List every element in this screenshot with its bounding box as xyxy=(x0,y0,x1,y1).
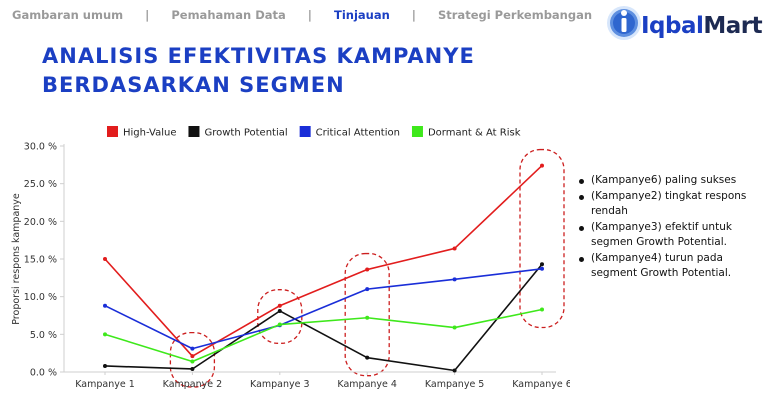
highlight-oval xyxy=(169,331,216,388)
series-line xyxy=(104,263,543,372)
insight-item: (Kampanye2) tingkat respons rendah xyxy=(578,189,760,220)
nav-item-review[interactable]: Tinjauan xyxy=(333,8,390,22)
brand-name: IqbalMart xyxy=(641,13,763,39)
data-point xyxy=(540,262,544,267)
data-point xyxy=(452,325,457,330)
data-point xyxy=(190,354,195,359)
highlight-oval xyxy=(519,148,565,329)
legend-label: Dormant & At Risk xyxy=(428,128,521,139)
data-point xyxy=(190,366,195,371)
series-line xyxy=(104,165,543,357)
series-line xyxy=(104,308,543,363)
insight-item: (Kampanye3) efektif untuk segmen Growth … xyxy=(578,220,760,251)
nav-separator: | xyxy=(307,8,312,22)
data-point xyxy=(540,163,544,168)
data-point xyxy=(452,246,457,251)
data-point xyxy=(190,346,195,351)
legend-swatch xyxy=(411,126,423,137)
page-title-line-1: ANALISIS EFEKTIVITAS KAMPANYE xyxy=(42,44,475,68)
legend-swatch xyxy=(188,126,200,137)
data-point xyxy=(365,315,370,320)
x-tick-label: Kampanye 3 xyxy=(250,379,310,390)
chart-series xyxy=(103,163,544,373)
data-point xyxy=(190,359,195,364)
page-title-line-2: BERDASARKAN SEGMEN xyxy=(42,73,345,97)
brand-logo: IqbalMart xyxy=(603,0,766,50)
series-line xyxy=(104,267,543,350)
line-chart: High-Value Growth Potential Critical Atten… xyxy=(11,126,570,391)
legend-swatch xyxy=(299,126,311,137)
data-point xyxy=(103,332,107,337)
y-tick-label: 5.0 % xyxy=(30,330,57,341)
top-nav: Gambaran umum | Pemahaman Data | Tinjaua… xyxy=(12,8,592,22)
insights-list: (Kampanye6) paling sukses (Kampanye2) ti… xyxy=(578,173,760,282)
x-tick-label: Kampanye 2 xyxy=(163,379,223,390)
data-point xyxy=(365,355,370,360)
chart-legend: High-Value Growth Potential Critical Atten… xyxy=(107,126,521,139)
nav-item-development-strategy[interactable]: Strategi Perkembangan xyxy=(437,8,593,22)
y-tick-label: 25.0 % xyxy=(24,179,57,190)
data-point xyxy=(540,266,544,271)
x-tick-label: Kampanye 1 xyxy=(75,379,135,390)
legend-label: High-Value xyxy=(123,128,176,139)
insight-item: (Kampanye6) paling sukses xyxy=(578,173,760,189)
data-point xyxy=(365,287,370,292)
info-bubble-icon xyxy=(607,6,641,40)
data-point xyxy=(277,308,282,313)
page-title: ANALISIS EFEKTIVITAS KAMPANYE BERDASARKA… xyxy=(42,42,475,100)
y-tick-label: 20.0 % xyxy=(24,217,57,228)
nav-item-data-understanding[interactable]: Pemahaman Data xyxy=(171,8,286,22)
nav-separator: | xyxy=(145,8,150,22)
x-tick-label: Kampanye 6 xyxy=(512,379,570,390)
y-tick-label: 0.0 % xyxy=(30,368,57,379)
data-point xyxy=(103,257,107,261)
x-tick-label: Kampanye 5 xyxy=(425,379,485,390)
highlight-oval xyxy=(344,252,390,377)
nav-item-overview[interactable]: Gambaran umum xyxy=(12,8,124,22)
data-point xyxy=(540,307,544,312)
chart-axes: 0.0 % 5.0 % 10.0 % 15.0 % 20.0 % 25.0 % 30.0 %… xyxy=(11,142,570,391)
y-axis-label: Proporsi respons kampanye xyxy=(11,193,22,325)
data-point xyxy=(103,303,107,308)
insight-item: (Kampanye4) turun pada segment Growth Po… xyxy=(578,251,760,282)
data-point xyxy=(277,322,282,327)
data-point xyxy=(452,277,457,282)
data-point xyxy=(452,368,457,373)
y-tick-label: 10.0 % xyxy=(24,292,57,303)
legend-label: Critical Attention xyxy=(316,128,400,139)
data-point xyxy=(277,303,282,308)
x-tick-label: Kampanye 4 xyxy=(337,379,397,390)
y-tick-label: 15.0 % xyxy=(24,255,57,266)
data-point xyxy=(365,267,370,272)
nav-separator: | xyxy=(411,8,416,22)
legend-swatch xyxy=(107,126,118,137)
data-point xyxy=(103,363,107,368)
y-tick-label: 30.0 % xyxy=(24,142,57,153)
legend-label: Growth Potential xyxy=(204,128,287,139)
highlight-oval xyxy=(257,289,303,344)
